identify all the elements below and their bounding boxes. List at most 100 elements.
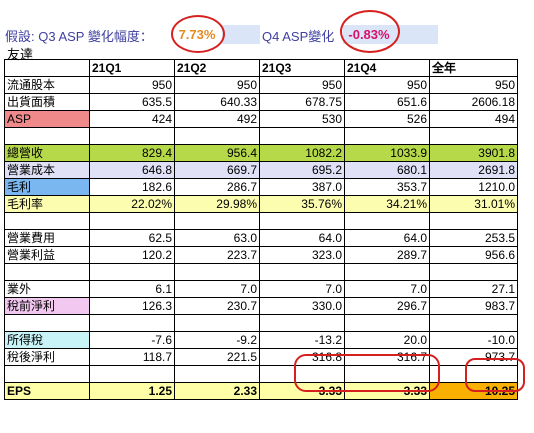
cell[interactable]: 646.8 bbox=[89, 161, 175, 179]
blank-cell[interactable] bbox=[429, 212, 518, 230]
blank-cell[interactable] bbox=[4, 212, 90, 230]
row-label[interactable]: 業外 bbox=[4, 280, 90, 298]
row-label[interactable]: 毛利率 bbox=[4, 195, 90, 213]
cell[interactable]: 182.6 bbox=[89, 178, 175, 196]
blank-cell[interactable] bbox=[174, 314, 260, 332]
cell[interactable]: 678.75 bbox=[259, 93, 345, 111]
cell[interactable]: 31.01% bbox=[429, 195, 518, 213]
blank-cell[interactable] bbox=[429, 263, 518, 281]
blank-cell[interactable] bbox=[259, 263, 345, 281]
cell[interactable]: 635.5 bbox=[89, 93, 175, 111]
blank-cell[interactable] bbox=[174, 212, 260, 230]
cell[interactable]: -9.2 bbox=[174, 331, 260, 349]
blank-cell[interactable] bbox=[89, 212, 175, 230]
row-label[interactable]: 毛利 bbox=[4, 178, 90, 196]
header-cell[interactable]: 21Q4 bbox=[344, 59, 430, 77]
row-label[interactable]: 營業利益 bbox=[4, 246, 90, 264]
cell[interactable]: 62.5 bbox=[89, 229, 175, 247]
cell[interactable]: 950 bbox=[89, 76, 175, 94]
cell[interactable]: 221.5 bbox=[174, 348, 260, 366]
blank-cell[interactable] bbox=[344, 212, 430, 230]
cell[interactable]: 353.7 bbox=[344, 178, 430, 196]
blank-cell[interactable] bbox=[344, 314, 430, 332]
cell[interactable]: 950 bbox=[344, 76, 430, 94]
cell[interactable]: 223.7 bbox=[174, 246, 260, 264]
cell[interactable]: 3901.8 bbox=[429, 144, 518, 162]
cell[interactable]: 526 bbox=[344, 110, 430, 128]
cell[interactable]: 956.6 bbox=[429, 246, 518, 264]
cell[interactable]: 1210.0 bbox=[429, 178, 518, 196]
cell[interactable]: 669.7 bbox=[174, 161, 260, 179]
cell[interactable]: 64.0 bbox=[344, 229, 430, 247]
blank-cell[interactable] bbox=[174, 365, 260, 383]
cell[interactable]: 118.7 bbox=[89, 348, 175, 366]
row-label[interactable]: 總營收 bbox=[4, 144, 90, 162]
cell[interactable]: 424 bbox=[89, 110, 175, 128]
blank-cell[interactable] bbox=[344, 263, 430, 281]
header-cell[interactable]: 21Q3 bbox=[259, 59, 345, 77]
blank-cell[interactable] bbox=[4, 314, 90, 332]
header-cell[interactable] bbox=[4, 59, 90, 77]
cell[interactable]: 983.7 bbox=[429, 297, 518, 315]
blank-cell[interactable] bbox=[395, 25, 438, 44]
cell[interactable]: 323.0 bbox=[259, 246, 345, 264]
cell[interactable]: 492 bbox=[174, 110, 260, 128]
cell[interactable]: 7.0 bbox=[259, 280, 345, 298]
header-cell[interactable]: 全年 bbox=[429, 59, 518, 77]
cell[interactable]: 651.6 bbox=[344, 93, 430, 111]
cell[interactable]: 289.7 bbox=[344, 246, 430, 264]
cell[interactable]: 296.7 bbox=[344, 297, 430, 315]
cell[interactable]: 956.4 bbox=[174, 144, 260, 162]
row-label[interactable]: EPS bbox=[4, 382, 90, 400]
row-label[interactable]: 出貨面積 bbox=[4, 93, 90, 111]
blank-cell[interactable] bbox=[259, 212, 345, 230]
cell[interactable]: 20.0 bbox=[344, 331, 430, 349]
header-cell[interactable]: 21Q1 bbox=[89, 59, 175, 77]
cell[interactable]: 1.25 bbox=[89, 382, 175, 400]
blank-cell[interactable] bbox=[89, 365, 175, 383]
cell[interactable]: 7.0 bbox=[344, 280, 430, 298]
blank-cell[interactable] bbox=[429, 127, 518, 145]
cell[interactable]: 829.4 bbox=[89, 144, 175, 162]
cell[interactable]: 973.7 bbox=[429, 348, 518, 366]
cell[interactable]: 640.33 bbox=[174, 93, 260, 111]
row-label[interactable]: ASP bbox=[4, 110, 90, 128]
cell[interactable]: 1033.9 bbox=[344, 144, 430, 162]
cell[interactable]: 6.1 bbox=[89, 280, 175, 298]
header-cell[interactable]: 21Q2 bbox=[174, 59, 260, 77]
cell[interactable]: 2.33 bbox=[174, 382, 260, 400]
cell[interactable]: -7.6 bbox=[89, 331, 175, 349]
blank-cell[interactable] bbox=[89, 263, 175, 281]
cell[interactable]: 695.2 bbox=[259, 161, 345, 179]
cell[interactable]: 530 bbox=[259, 110, 345, 128]
blank-cell[interactable] bbox=[4, 127, 90, 145]
cell[interactable]: 2606.18 bbox=[429, 93, 518, 111]
cell[interactable]: 230.7 bbox=[174, 297, 260, 315]
row-label[interactable]: 營業費用 bbox=[4, 229, 90, 247]
cell[interactable]: 34.21% bbox=[344, 195, 430, 213]
cell[interactable]: 2691.8 bbox=[429, 161, 518, 179]
cell[interactable]: -10.0 bbox=[429, 331, 518, 349]
cell[interactable]: 494 bbox=[429, 110, 518, 128]
blank-cell[interactable] bbox=[4, 365, 90, 383]
cell[interactable]: 680.1 bbox=[344, 161, 430, 179]
row-label[interactable]: 稅後淨利 bbox=[4, 348, 90, 366]
blank-cell[interactable] bbox=[259, 314, 345, 332]
cell[interactable]: 1082.2 bbox=[259, 144, 345, 162]
cell[interactable]: 7.0 bbox=[174, 280, 260, 298]
blank-cell[interactable] bbox=[429, 314, 518, 332]
row-label[interactable]: 營業成本 bbox=[4, 161, 90, 179]
cell[interactable]: 950 bbox=[174, 76, 260, 94]
blank-cell[interactable] bbox=[222, 25, 260, 44]
blank-cell[interactable] bbox=[174, 263, 260, 281]
cell[interactable]: 35.76% bbox=[259, 195, 345, 213]
cell[interactable]: -13.2 bbox=[259, 331, 345, 349]
cell[interactable]: 29.98% bbox=[174, 195, 260, 213]
cell[interactable]: 253.5 bbox=[429, 229, 518, 247]
blank-cell[interactable] bbox=[344, 127, 430, 145]
row-label[interactable]: 稅前淨利 bbox=[4, 297, 90, 315]
row-label[interactable]: 所得稅 bbox=[4, 331, 90, 349]
row-label[interactable]: 流通股本 bbox=[4, 76, 90, 94]
cell[interactable]: 330.0 bbox=[259, 297, 345, 315]
cell[interactable]: 286.7 bbox=[174, 178, 260, 196]
